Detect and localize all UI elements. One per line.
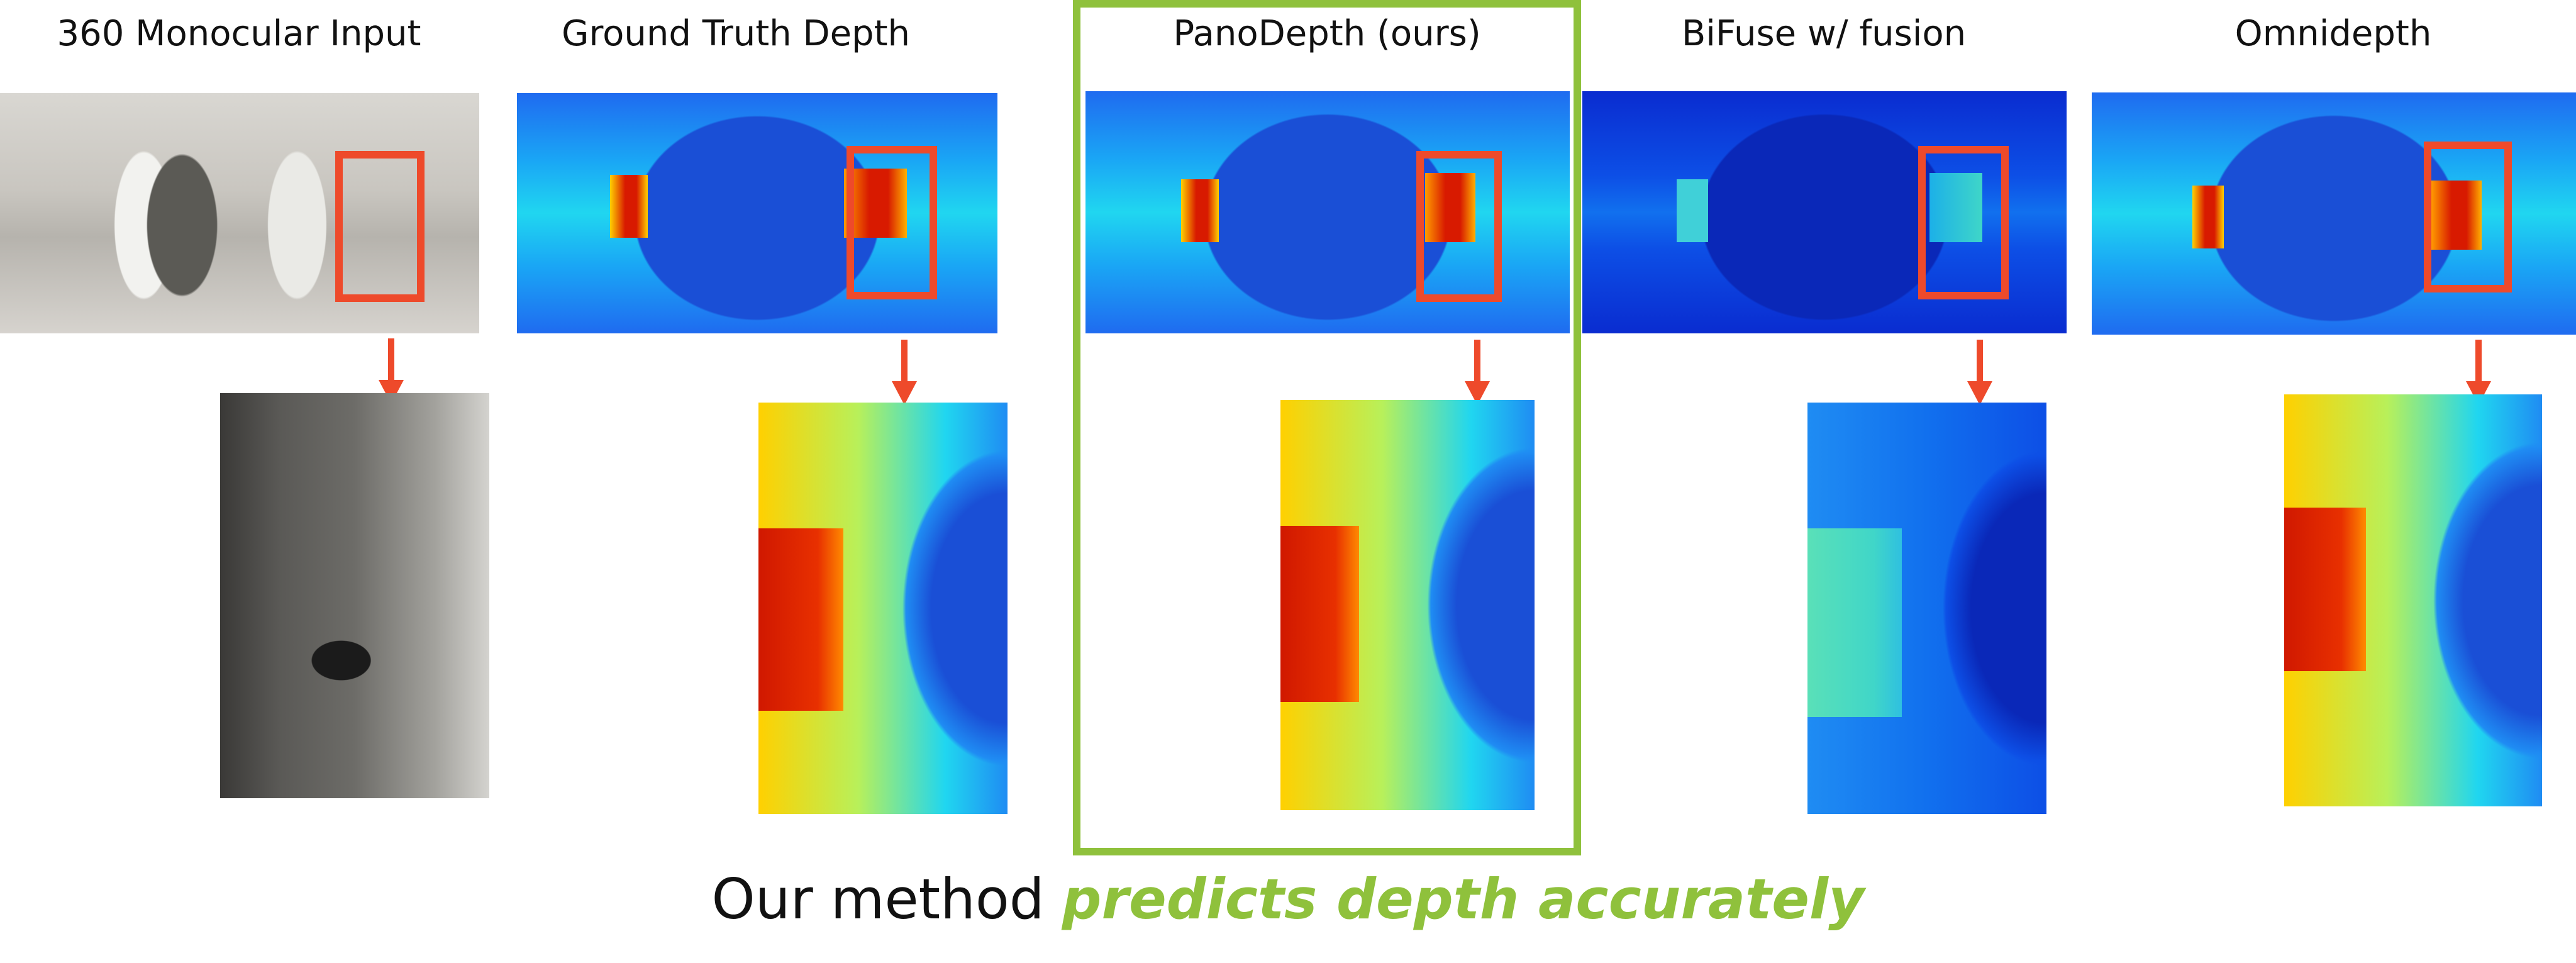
bifuse-crop-region-box xyxy=(1918,146,2009,299)
depth-hotspot xyxy=(1807,528,1902,717)
depth-hotspot xyxy=(2431,181,2482,250)
depth-hotspot xyxy=(1425,173,1475,242)
bifuse-crop-depth xyxy=(1807,403,2046,814)
panodepth-crop-region-box xyxy=(1416,151,1502,302)
column-title-bifuse: BiFuse w/ fusion xyxy=(1681,13,1967,54)
column-title-panodepth: PanoDepth (ours) xyxy=(1173,13,1481,54)
depth-hotspot xyxy=(1929,173,1982,242)
panodepth-arrow-icon xyxy=(1465,340,1490,405)
column-title-omnidepth: Omnidepth xyxy=(2235,13,2432,54)
omnidepth-crop-region-box xyxy=(2424,142,2512,292)
depth-hotspot xyxy=(758,528,843,711)
panodepth-highlight-frame xyxy=(1073,0,1581,855)
depth-hotspot xyxy=(610,175,648,238)
column-title-input: 360 Monocular Input xyxy=(57,13,421,54)
input-crop-image xyxy=(220,393,489,798)
caption-prefix: Our method xyxy=(711,867,1062,932)
omnidepth-depth-map xyxy=(2092,92,2576,335)
depth-hotspot xyxy=(2284,508,2366,671)
bifuse-arrow-icon xyxy=(1967,340,1992,405)
omnidepth-crop-depth xyxy=(2284,394,2542,806)
panodepth-depth-map xyxy=(1085,91,1570,333)
input-crop-region-box xyxy=(335,151,425,302)
ground-truth-crop-depth xyxy=(758,403,1008,814)
depth-hotspot xyxy=(1181,179,1219,242)
depth-hotspot xyxy=(2192,186,2224,248)
ground-truth-arrow-icon xyxy=(892,340,917,405)
depth-hotspot xyxy=(844,169,907,238)
panodepth-crop-depth xyxy=(1280,400,1535,810)
depth-hotspot xyxy=(1677,179,1708,242)
input-panorama-image xyxy=(0,93,479,333)
caption-emphasis: predicts depth accurately xyxy=(1062,867,1865,932)
ground-truth-crop-region-box xyxy=(847,146,937,299)
figure-caption: Our method predicts depth accurately xyxy=(0,862,2576,937)
column-title-ground-truth: Ground Truth Depth xyxy=(561,13,911,54)
depth-hotspot xyxy=(1280,526,1359,702)
